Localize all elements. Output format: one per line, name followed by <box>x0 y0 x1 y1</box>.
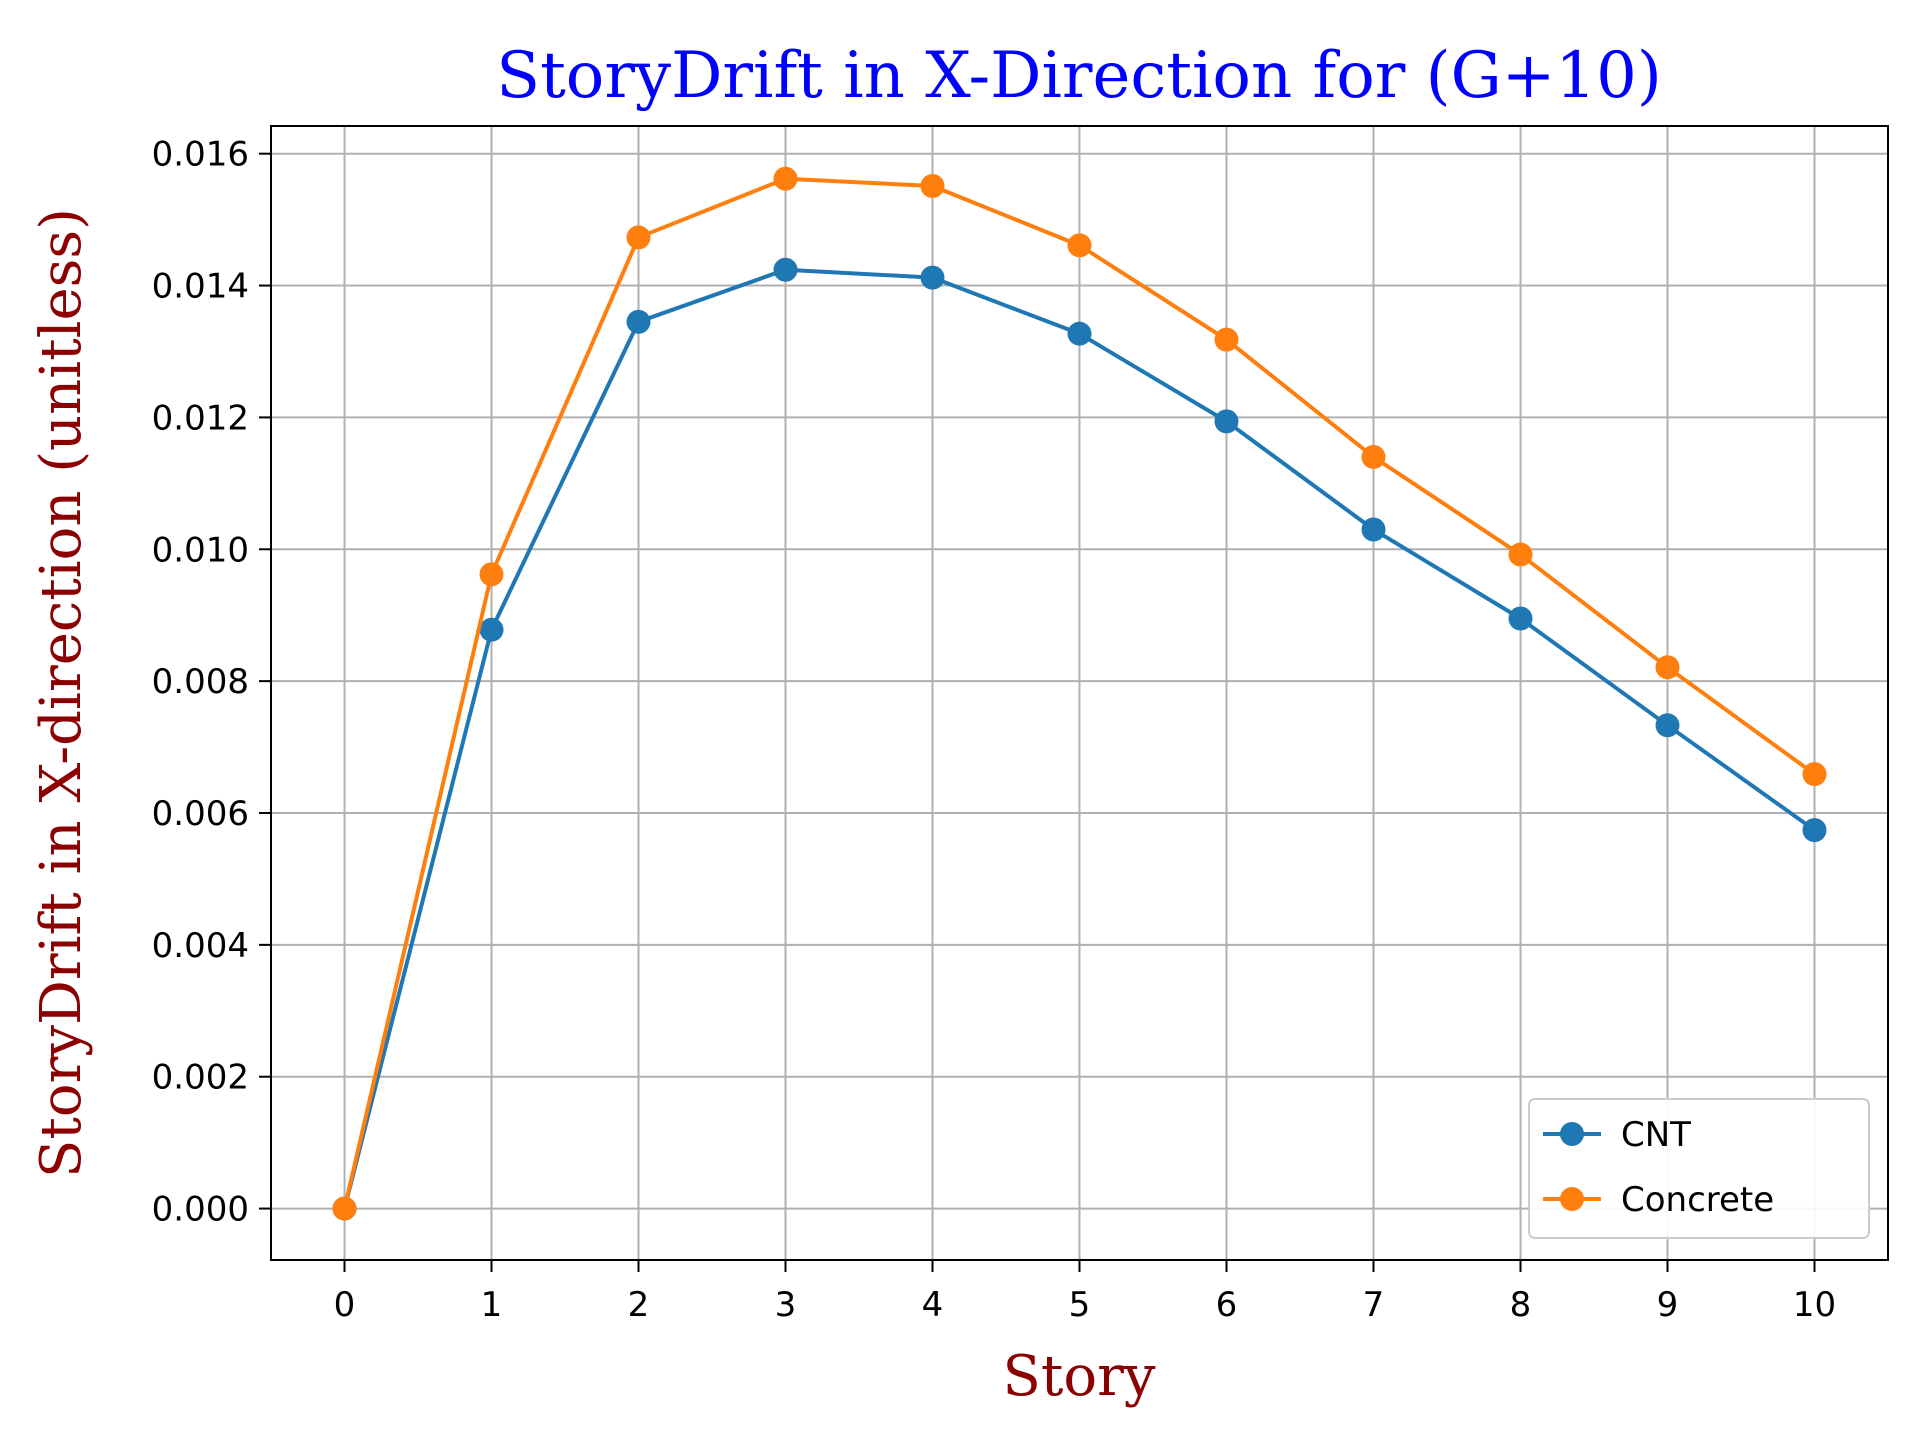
legend-swatch-marker <box>1560 1122 1584 1146</box>
y-axis-label: StoryDrift in X-direction (unitless) <box>29 208 94 1178</box>
y-tick-label: 0.004 <box>152 926 249 966</box>
data-point-concrete <box>1214 327 1239 352</box>
data-point-concrete <box>1508 542 1533 567</box>
data-point-cnt <box>773 257 798 282</box>
data-point-concrete <box>920 173 945 198</box>
data-point-cnt <box>1655 713 1680 738</box>
x-tick-label: 8 <box>1510 1285 1532 1325</box>
legend: CNT Concrete <box>1528 1098 1870 1239</box>
legend-label: Concrete <box>1621 1180 1774 1220</box>
chart-title: StoryDrift in X-Direction for (G+10) <box>496 39 1662 113</box>
y-tick-label: 0.010 <box>152 530 249 570</box>
y-tick-label: 0.016 <box>152 135 249 175</box>
x-tick-label: 2 <box>628 1285 650 1325</box>
legend-label: CNT <box>1621 1115 1691 1155</box>
data-point-concrete <box>1361 444 1386 469</box>
y-tick-label: 0.012 <box>152 398 249 438</box>
legend-swatch-marker <box>1560 1187 1584 1211</box>
x-tick-label: 9 <box>1657 1285 1679 1325</box>
y-tick-label: 0.000 <box>152 1190 249 1230</box>
data-point-concrete <box>1067 233 1092 258</box>
x-axis-ticks: 0 1 2 3 4 5 6 7 8 9 10 <box>334 1260 1836 1325</box>
y-tick-label: 0.014 <box>152 267 249 307</box>
x-tick-label: 1 <box>481 1285 503 1325</box>
y-tick-label: 0.008 <box>152 662 249 702</box>
data-point-concrete <box>479 562 504 587</box>
data-point-concrete <box>1802 762 1827 787</box>
data-point-cnt <box>626 309 651 334</box>
series-concrete <box>332 166 1827 1221</box>
legend-item-cnt: CNT <box>1543 1115 1691 1155</box>
data-point-cnt <box>1214 409 1239 434</box>
x-tick-label: 5 <box>1069 1285 1091 1325</box>
data-point-concrete <box>626 225 651 250</box>
data-point-cnt <box>1802 818 1827 843</box>
data-point-cnt <box>479 617 504 642</box>
legend-item-concrete: Concrete <box>1543 1180 1774 1220</box>
x-axis-label: Story <box>1003 1344 1156 1409</box>
data-point-concrete <box>773 166 798 191</box>
data-point-concrete <box>1655 655 1680 680</box>
data-point-concrete <box>332 1196 357 1221</box>
x-tick-label: 3 <box>775 1285 797 1325</box>
x-tick-label: 7 <box>1363 1285 1385 1325</box>
x-tick-label: 4 <box>922 1285 944 1325</box>
data-point-cnt <box>1361 517 1386 542</box>
legend-box <box>1528 1098 1870 1239</box>
x-tick-label: 0 <box>334 1285 356 1325</box>
y-tick-label: 0.006 <box>152 794 249 834</box>
data-point-cnt <box>920 265 945 290</box>
y-tick-label: 0.002 <box>152 1058 249 1098</box>
x-tick-label: 6 <box>1216 1285 1238 1325</box>
data-point-cnt <box>1067 321 1092 346</box>
series-layer <box>332 166 1827 1221</box>
y-axis-ticks: 0.000 0.002 0.004 0.006 0.008 0.010 0.012 0.014… <box>152 135 271 1230</box>
x-tick-label: 10 <box>1793 1285 1836 1325</box>
data-point-cnt <box>1508 606 1533 631</box>
